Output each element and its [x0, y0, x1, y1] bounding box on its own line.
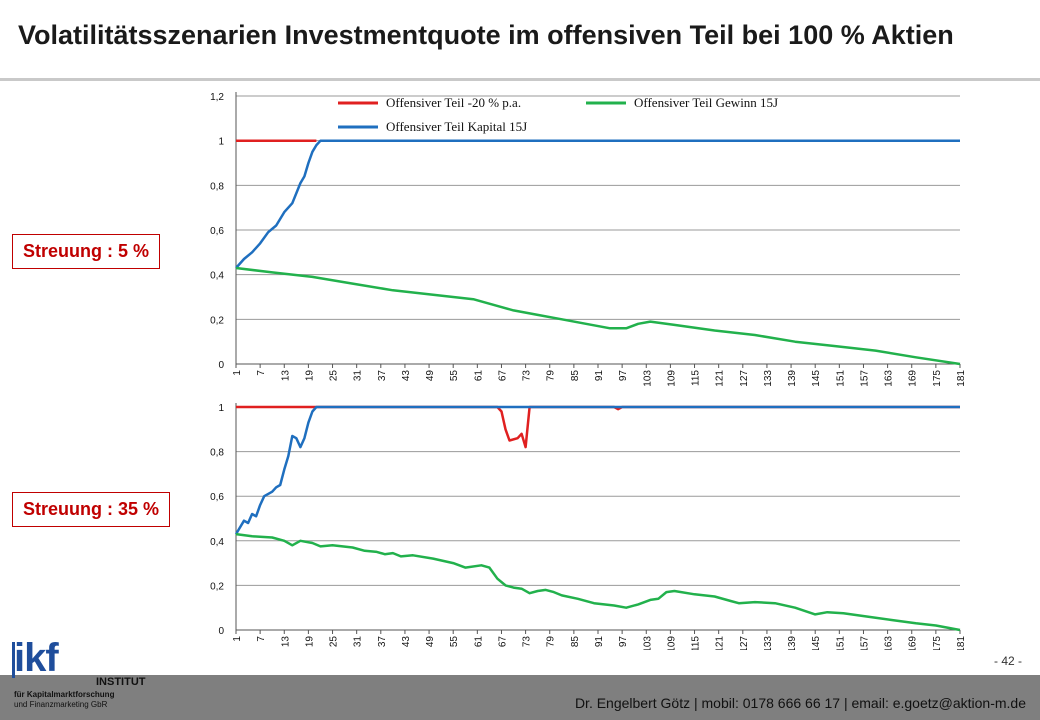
x-tick-label: 19: [304, 370, 315, 382]
x-tick-label: 115: [691, 370, 702, 386]
x-tick-label: 97: [618, 370, 629, 382]
ikf-logo: ikf INSTITUT für Kapitalmarktforschung u…: [10, 636, 160, 716]
x-tick-label: 7: [256, 370, 267, 376]
series-line: [236, 405, 960, 449]
x-tick-label: 145: [811, 636, 822, 650]
y-tick-label: 0,8: [210, 448, 224, 459]
x-tick-label: 55: [449, 636, 460, 648]
series-line: [235, 266, 961, 366]
y-tick-label: 0,4: [210, 537, 224, 548]
x-tick-label: 85: [570, 636, 581, 648]
line-charts: 0 0,2 0,4 0,6 0,8 1 1,2 1 7 13 19 25 31 37 43 49 55 61 67 7…: [210, 92, 967, 650]
legend-label: Offensiver Teil Kapital 15J: [386, 119, 527, 134]
x-tick-label: 79: [546, 370, 557, 382]
legend-label: Offensiver Teil -20 % p.a.: [386, 95, 521, 110]
x-tick-label: 79: [546, 636, 557, 648]
x-tick-label: 127: [739, 370, 750, 387]
y-tick-label: 1,2: [210, 92, 224, 103]
x-tick-label: 49: [425, 370, 436, 382]
x-tick-label: 169: [908, 636, 919, 650]
x-tick-label: 85: [570, 370, 581, 382]
x-tick-label: 121: [715, 370, 726, 387]
footer-contact: Dr. Engelbert Götz | mobil: 0178 666 66 …: [574, 695, 1026, 711]
scenario-box-35: Streuung : 35 %: [12, 492, 171, 527]
y-tick-label: 0,2: [210, 581, 224, 592]
y-tick-label: 1: [218, 403, 224, 414]
x-tick-label: 139: [787, 636, 798, 650]
legend-label: Offensiver Teil Gewinn 15J: [634, 95, 778, 110]
x-tick-label: 31: [353, 370, 364, 382]
logo-bar: [12, 642, 15, 678]
y-tick-label: 0: [218, 626, 224, 637]
y-tick-label: 0,6: [210, 226, 224, 237]
x-tick-label: 151: [835, 636, 846, 650]
x-tick-label: 91: [594, 370, 605, 382]
x-tick-label: 103: [642, 370, 653, 387]
x-tick-label: 139: [787, 370, 798, 387]
logo-subtitle-2: und Finanzmarketing GbR: [14, 700, 108, 709]
x-tick-label: 49: [425, 636, 436, 648]
x-tick-label: 109: [666, 636, 677, 650]
y-tick-label: 0: [218, 360, 224, 371]
x-tick-label: 151: [835, 370, 846, 387]
x-tick-label: 7: [256, 636, 267, 642]
x-tick-label: 31: [353, 636, 364, 648]
x-tick-label: 55: [449, 370, 460, 382]
x-tick-label: 181: [956, 636, 967, 650]
footer-bar: Dr. Engelbert Götz | mobil: 0178 666 66 …: [0, 675, 1040, 720]
x-tick-label: 73: [522, 636, 533, 648]
x-tick-label: 37: [377, 636, 388, 648]
x-tick-label: 103: [642, 636, 653, 650]
x-tick-label: 115: [691, 636, 702, 650]
x-tick-label: 163: [884, 636, 895, 650]
x-tick-label: 43: [401, 636, 412, 648]
title-divider: [0, 78, 1040, 81]
x-tick-label: 145: [811, 370, 822, 387]
x-tick-label: 121: [715, 636, 726, 650]
x-tick-label: 91: [594, 636, 605, 648]
y-tick-label: 1: [218, 137, 224, 148]
x-tick-label: 175: [932, 636, 943, 650]
x-tick-label: 181: [956, 370, 967, 387]
y-tick-label: 0,4: [210, 271, 224, 282]
x-tick-label: 133: [763, 636, 774, 650]
series-line: [234, 405, 960, 535]
x-tick-label: 43: [401, 370, 412, 382]
x-tick-label: 73: [522, 370, 533, 382]
x-tick-label: 19: [304, 636, 315, 648]
x-tick-label: 13: [280, 636, 291, 648]
y-tick-label: 0,2: [210, 315, 224, 326]
charts-container: 0 0,2 0,4 0,6 0,8 1 1,2 1 7 13 19 25 31 37 43 49 55 61 67 7…: [188, 82, 980, 650]
x-tick-label: 67: [497, 370, 508, 382]
x-tick-label: 1: [232, 370, 243, 376]
logo-subtitle-1: für Kapitalmarktforschung: [14, 690, 115, 699]
x-tick-label: 133: [763, 370, 774, 387]
x-tick-label: 169: [908, 370, 919, 387]
logo-wordmark: ikf: [14, 636, 59, 680]
y-tick-label: 0,6: [210, 492, 224, 503]
x-tick-label: 61: [473, 636, 484, 648]
y-tick-label: 0,8: [210, 181, 224, 192]
x-tick-label: 109: [666, 370, 677, 387]
x-tick-label: 13: [280, 370, 291, 382]
x-tick-label: 37: [377, 370, 388, 382]
x-tick-label: 1: [232, 636, 243, 642]
x-tick-label: 157: [859, 370, 870, 387]
x-tick-label: 25: [329, 370, 340, 382]
page-number: - 42 -: [993, 654, 1022, 668]
logo-institute: INSTITUT: [96, 676, 146, 688]
x-tick-label: 67: [497, 636, 508, 648]
x-tick-label: 97: [618, 636, 629, 648]
x-tick-label: 25: [329, 636, 340, 648]
slide-title: Volatilitätsszenarien Investmentquote im…: [18, 20, 954, 50]
x-tick-label: 61: [473, 370, 484, 382]
series-line: [235, 532, 961, 632]
x-tick-label: 163: [884, 370, 895, 387]
x-tick-label: 175: [932, 370, 943, 387]
scenario-box-5: Streuung : 5 %: [12, 234, 161, 269]
x-tick-label: 127: [739, 636, 750, 650]
series-line: [235, 139, 960, 269]
x-tick-label: 157: [859, 636, 870, 650]
